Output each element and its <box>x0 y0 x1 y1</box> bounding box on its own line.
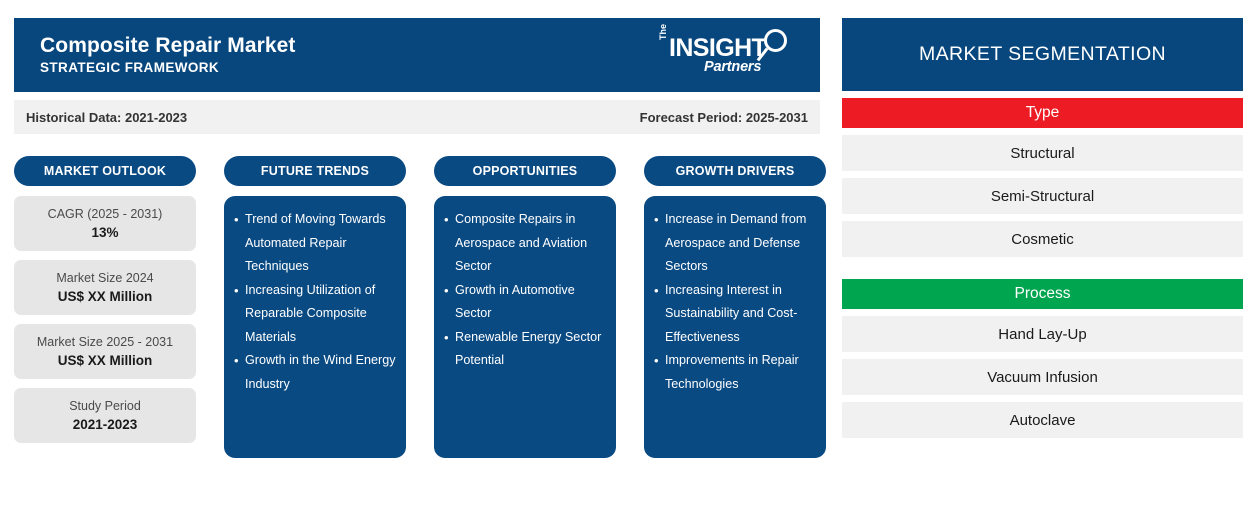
column-future-trends: FUTURE TRENDS Trend of Moving Towards Au… <box>224 156 406 460</box>
period-bar: Historical Data: 2021-2023 Forecast Peri… <box>14 100 820 134</box>
logo-insight-text: INSIGHT <box>669 34 767 62</box>
market-segmentation-panel: MARKET SEGMENTATION Type Structural Semi… <box>842 18 1243 438</box>
page-subtitle: STRATEGIC FRAMEWORK <box>40 60 220 75</box>
stat-value: US$ XX Million <box>57 352 153 368</box>
pill-future-trends[interactable]: FUTURE TRENDS <box>224 156 406 186</box>
list-item: Growth in Automotive Sector <box>444 279 606 326</box>
title-block: Composite Repair Market STRATEGIC FRAMEW… <box>40 33 296 77</box>
stat-card-market-size-forecast: Market Size 2025 - 2031 US$ XX Million <box>14 324 196 379</box>
segmentation-head-type[interactable]: Type <box>842 98 1243 128</box>
list-item: Growth in the Wind Energy Industry <box>234 349 396 396</box>
future-trends-list: Trend of Moving Towards Automated Repair… <box>234 208 396 396</box>
table-row[interactable]: Structural <box>842 135 1243 171</box>
list-item: Increasing Utilization of Reparable Comp… <box>234 279 396 350</box>
insight-partners-logo: The INSIGHT Partners <box>658 23 798 83</box>
column-opportunities: OPPORTUNITIES Composite Repairs in Aeros… <box>434 156 616 460</box>
strategic-framework-panel: Composite Repair Market STRATEGIC FRAMEW… <box>14 18 826 460</box>
column-growth-drivers: GROWTH DRIVERS Increase in Demand from A… <box>644 156 826 460</box>
framework-columns: MARKET OUTLOOK CAGR (2025 - 2031) 13% Ma… <box>14 156 826 460</box>
market-outlook-stats: CAGR (2025 - 2031) 13% Market Size 2024 … <box>14 196 196 443</box>
table-row[interactable]: Autoclave <box>842 402 1243 438</box>
opportunities-list: Composite Repairs in Aerospace and Aviat… <box>444 208 606 373</box>
logo-partners-text: Partners <box>704 59 762 75</box>
table-row[interactable]: Hand Lay-Up <box>842 316 1243 352</box>
pill-growth-drivers[interactable]: GROWTH DRIVERS <box>644 156 826 186</box>
future-trends-card: Trend of Moving Towards Automated Repair… <box>224 196 406 458</box>
logo-the-text: The <box>658 23 668 40</box>
panel-header: Composite Repair Market STRATEGIC FRAMEW… <box>14 18 820 92</box>
stat-label: Market Size 2025 - 2031 <box>36 334 174 349</box>
list-item: Increasing Interest in Sustainability an… <box>654 279 816 350</box>
forecast-period-label: Forecast Period: 2025-2031 <box>639 109 808 125</box>
stat-label: Study Period <box>69 398 141 413</box>
list-item: Renewable Energy Sector Potential <box>444 326 606 373</box>
stat-card-study-period: Study Period 2021-2023 <box>14 388 196 443</box>
growth-drivers-list: Increase in Demand from Aerospace and De… <box>654 208 816 396</box>
segmentation-head-process[interactable]: Process <box>842 279 1243 309</box>
stat-card-market-size-2024: Market Size 2024 US$ XX Million <box>14 260 196 315</box>
pill-opportunities[interactable]: OPPORTUNITIES <box>434 156 616 186</box>
stat-label: Market Size 2024 <box>56 270 154 285</box>
magnifier-icon <box>764 29 787 52</box>
stat-label: CAGR (2025 - 2031) <box>47 206 163 221</box>
segmentation-title: MARKET SEGMENTATION <box>842 18 1243 91</box>
stat-value: 2021-2023 <box>72 416 138 432</box>
column-market-outlook: MARKET OUTLOOK CAGR (2025 - 2031) 13% Ma… <box>14 156 196 460</box>
table-row[interactable]: Vacuum Infusion <box>842 359 1243 395</box>
stat-value: US$ XX Million <box>57 288 153 304</box>
table-row[interactable]: Semi-Structural <box>842 178 1243 214</box>
segmentation-group-process: Process Hand Lay-Up Vacuum Infusion Auto… <box>842 279 1243 438</box>
segmentation-group-type: Type Structural Semi-Structural Cosmetic <box>842 98 1243 257</box>
historical-data-label: Historical Data: 2021-2023 <box>26 109 188 125</box>
growth-drivers-card: Increase in Demand from Aerospace and De… <box>644 196 826 458</box>
stat-card-cagr: CAGR (2025 - 2031) 13% <box>14 196 196 251</box>
opportunities-card: Composite Repairs in Aerospace and Aviat… <box>434 196 616 458</box>
list-item: Trend of Moving Towards Automated Repair… <box>234 208 396 279</box>
list-item: Improvements in Repair Technologies <box>654 349 816 396</box>
list-item: Increase in Demand from Aerospace and De… <box>654 208 816 279</box>
table-row[interactable]: Cosmetic <box>842 221 1243 257</box>
stat-value: 13% <box>91 224 119 240</box>
page-title: Composite Repair Market <box>40 34 296 57</box>
list-item: Composite Repairs in Aerospace and Aviat… <box>444 208 606 279</box>
pill-market-outlook[interactable]: MARKET OUTLOOK <box>14 156 196 186</box>
